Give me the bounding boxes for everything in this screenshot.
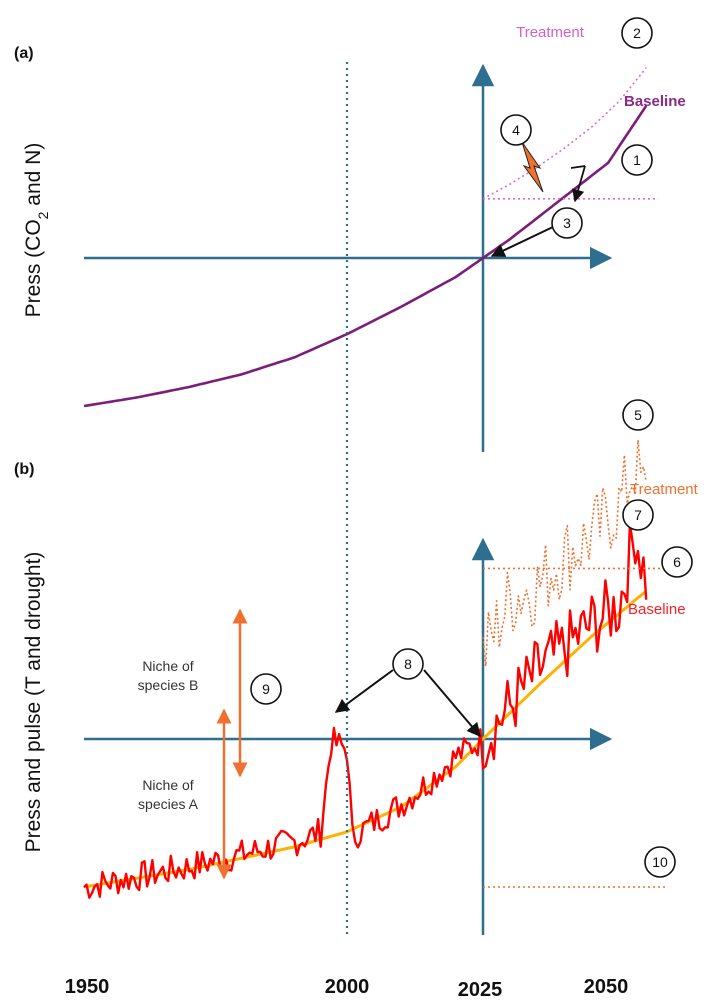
callout-1: 1 <box>621 144 653 176</box>
panel-b-trend-line <box>83 589 648 889</box>
svg-text:6: 6 <box>673 554 681 570</box>
panel-b-baseline-line <box>83 522 648 899</box>
x-tick-2000: 2000 <box>325 976 370 998</box>
callout-3-arrow-2 <box>570 165 586 169</box>
callout-8-arrow-left <box>334 669 394 713</box>
callout-3-arrow-3 <box>572 165 586 203</box>
panel-b-baseline-label: Baseline <box>628 601 686 618</box>
panel-a-series-group <box>83 67 659 408</box>
svg-text:10: 10 <box>652 854 668 870</box>
svg-text:8: 8 <box>404 656 412 672</box>
callout-5: 5 <box>622 399 654 431</box>
panel-a-treatment-line <box>482 67 647 200</box>
niche-a-label-1: Niche of <box>142 777 193 793</box>
callout-3-arrow <box>490 225 556 257</box>
x-tick-1950: 1950 <box>65 976 110 998</box>
x-tick-2025: 2025 <box>458 979 503 1001</box>
svg-text:1: 1 <box>633 152 641 168</box>
svg-text:2: 2 <box>633 25 641 41</box>
panel-b-letter: (b) <box>14 461 34 478</box>
callout-2: 2 <box>621 17 653 49</box>
callout-7: 7 <box>622 499 654 531</box>
panel-a-treatment-label: Treatment <box>516 24 585 41</box>
niche-a-label-2: species A <box>138 796 199 812</box>
x-tick-2050: 2050 <box>584 976 629 998</box>
panel-a-baseline-label: Baseline <box>624 93 686 110</box>
panel-b-treatment-line <box>482 439 647 667</box>
panel-b-ylabel: Press and pulse (T and drought) <box>22 552 45 853</box>
panel-a-baseline-line <box>83 105 648 408</box>
panel-b-series-group <box>83 439 674 899</box>
panel-a-letter: (a) <box>14 45 34 62</box>
niche-b-label-1: Niche of <box>142 658 193 674</box>
svg-text:4: 4 <box>512 122 520 138</box>
callout-4: 4 <box>500 114 532 146</box>
callout-8: 8 <box>392 648 424 680</box>
svg-text:3: 3 <box>563 215 571 231</box>
callout-6: 6 <box>661 546 693 578</box>
svg-text:7: 7 <box>634 507 642 523</box>
callout-10: 10 <box>644 846 676 878</box>
callout-8-arrow-right <box>423 669 481 738</box>
panel-b-treatment-label: Treatment <box>630 481 699 498</box>
callout-3: 3 <box>551 207 583 239</box>
panel-a-ylabel: Press (CO2 and N) <box>22 143 51 318</box>
callout-9: 9 <box>250 673 282 705</box>
niche-b-label-2: species B <box>138 677 199 693</box>
svg-text:5: 5 <box>634 407 642 423</box>
lightning-icon <box>521 141 544 193</box>
svg-text:9: 9 <box>262 681 270 697</box>
